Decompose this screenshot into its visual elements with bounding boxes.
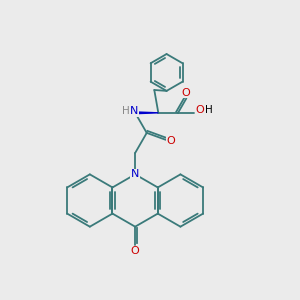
Text: O: O: [166, 136, 175, 146]
Text: O: O: [195, 105, 204, 116]
Text: H: H: [122, 106, 130, 116]
Polygon shape: [139, 112, 158, 114]
Text: O: O: [131, 246, 140, 256]
Text: N: N: [130, 106, 139, 116]
Text: H: H: [205, 105, 213, 116]
Text: N: N: [131, 169, 139, 179]
Text: O: O: [182, 88, 190, 98]
